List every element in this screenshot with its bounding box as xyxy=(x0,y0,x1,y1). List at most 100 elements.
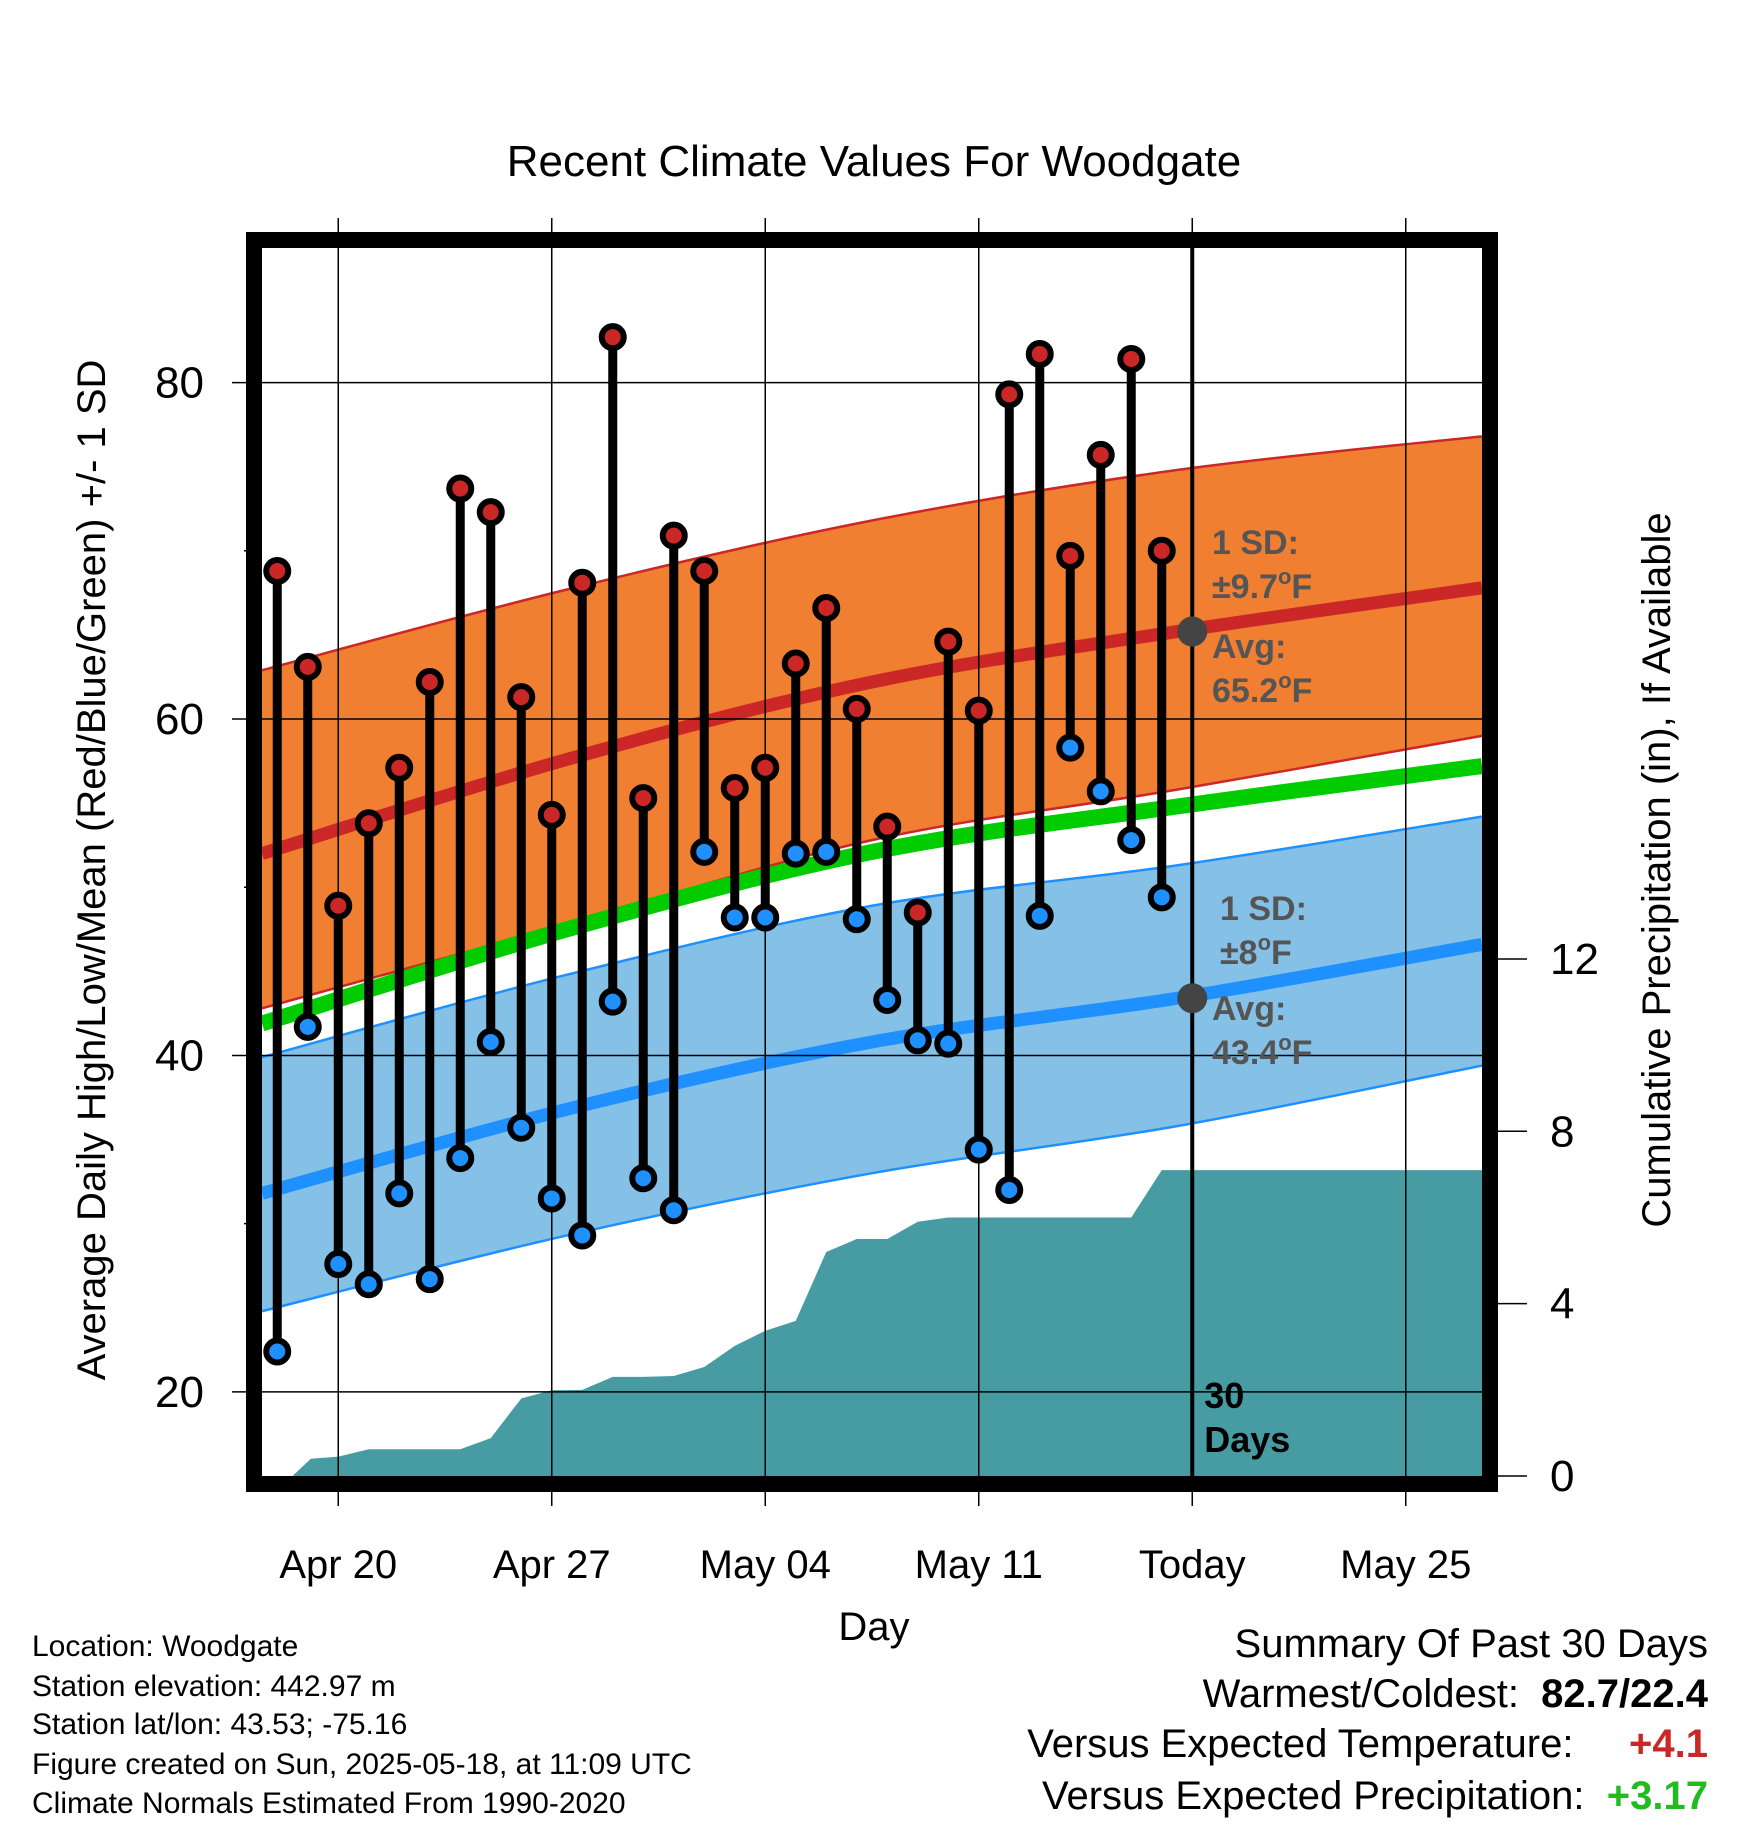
daily-high-point xyxy=(598,323,627,352)
x-tick-label: Apr 27 xyxy=(493,1543,611,1587)
created-text: Figure created on Sun, 2025-05-18, at 11… xyxy=(32,1748,692,1781)
daily-high-point xyxy=(507,683,536,712)
y-tick-label-left: 80 xyxy=(155,359,204,408)
low-sd-label: 1 SD: xyxy=(1220,890,1307,928)
daily-high-point xyxy=(629,784,658,813)
daily-high-point xyxy=(842,694,871,723)
daily-high-point xyxy=(263,556,292,585)
y-tick-label-right: 8 xyxy=(1550,1107,1574,1156)
summary-heading: Summary Of Past 30 Days xyxy=(1234,1622,1708,1666)
daily-low-point xyxy=(995,1176,1024,1205)
daily-high-point xyxy=(476,498,505,527)
temp-value: +4.1 xyxy=(1629,1722,1708,1766)
daily-high-point xyxy=(964,696,993,725)
daily-high-point xyxy=(720,773,749,802)
today-days-count: 30 xyxy=(1204,1375,1244,1416)
normal-low-sd-band xyxy=(262,816,1482,1312)
x-tick-label: May 11 xyxy=(915,1543,1043,1587)
daily-low-point xyxy=(873,985,902,1014)
daily-low-point xyxy=(568,1221,597,1250)
normal-high-sd-band xyxy=(262,436,1482,1009)
x-tick-label: May 25 xyxy=(1340,1543,1471,1587)
today-normal-high-marker xyxy=(1177,616,1208,647)
daily-low-point xyxy=(1086,777,1115,806)
daily-high-point xyxy=(415,668,444,697)
daily-low-point xyxy=(964,1135,993,1164)
daily-low-point xyxy=(598,987,627,1016)
low-avg-value: 43.4oF xyxy=(1212,1030,1312,1072)
daily-high-point xyxy=(1056,541,1085,570)
daily-low-point xyxy=(263,1337,292,1366)
summary-warm-cold: Warmest/Coldest: 82.7/22.4 xyxy=(1203,1672,1708,1717)
daily-high-point xyxy=(659,521,688,550)
daily-high-point xyxy=(537,800,566,829)
daily-low-point xyxy=(385,1179,414,1208)
location-text: Location: Woodgate xyxy=(32,1630,299,1663)
y-axis-label-left: Average Daily High/Low/Mean (Red/Blue/Gr… xyxy=(70,360,114,1381)
y-tick-label-right: 4 xyxy=(1550,1280,1574,1329)
normal-low-lower-edge xyxy=(262,1064,1482,1313)
daily-high-point xyxy=(934,627,963,656)
plot-clipped-layer xyxy=(262,435,1482,1476)
daily-low-point xyxy=(324,1250,353,1279)
high-avg-value: 65.2oF xyxy=(1212,668,1312,710)
daily-low-point xyxy=(507,1113,536,1142)
daily-high-point xyxy=(903,898,932,927)
daily-high-point xyxy=(324,891,353,920)
daily-low-point xyxy=(1025,901,1054,930)
precip-label: Versus Expected Precipitation: xyxy=(1042,1774,1585,1818)
daily-high-point xyxy=(354,809,383,838)
daily-high-point xyxy=(781,649,810,678)
daily-high-point xyxy=(812,593,841,622)
daily-low-point xyxy=(903,1026,932,1055)
today-days-label: Days xyxy=(1204,1419,1290,1460)
y-tick-label-left: 20 xyxy=(155,1368,204,1417)
daily-high-point xyxy=(1086,440,1115,469)
y-tick-label-right: 12 xyxy=(1550,935,1599,984)
daily-low-point xyxy=(476,1027,505,1056)
daily-high-point xyxy=(446,474,475,503)
daily-high-point xyxy=(690,556,719,585)
daily-high-point xyxy=(995,380,1024,409)
y-tick-label-right: 0 xyxy=(1550,1452,1574,1501)
plot-frame xyxy=(246,232,1498,1492)
x-tick-label: Apr 20 xyxy=(279,1543,397,1587)
x-tick-label: Today xyxy=(1139,1543,1246,1587)
daily-low-point xyxy=(293,1012,322,1041)
y-axis-label-right: Cumulative Precipitation (in), If Availa… xyxy=(1635,512,1679,1227)
high-sd-label: 1 SD: xyxy=(1212,524,1299,562)
daily-low-point xyxy=(812,837,841,866)
daily-low-point xyxy=(659,1196,688,1225)
daily-low-point xyxy=(720,903,749,932)
low-avg-label: Avg: xyxy=(1212,990,1286,1028)
daily-low-point xyxy=(629,1164,658,1193)
low-sd-value: ±8oF xyxy=(1220,930,1292,972)
daily-high-point xyxy=(1147,536,1176,565)
daily-low-point xyxy=(751,903,780,932)
daily-low-point xyxy=(781,839,810,868)
daily-low-point xyxy=(537,1184,566,1213)
daily-high-point xyxy=(1025,339,1054,368)
today-normal-low-marker xyxy=(1177,983,1208,1014)
high-avg-label: Avg: xyxy=(1212,628,1286,666)
daily-low-point xyxy=(415,1265,444,1294)
y-tick-label-left: 40 xyxy=(155,1031,204,1080)
warm-cold-label: Warmest/Coldest: xyxy=(1202,1672,1519,1716)
daily-low-point xyxy=(1117,826,1146,855)
daily-low-point xyxy=(690,837,719,866)
daily-low-point xyxy=(446,1144,475,1173)
x-axis-label: Day xyxy=(838,1605,909,1649)
daily-high-point xyxy=(293,652,322,681)
chart-title: Recent Climate Values For Woodgate xyxy=(507,137,1242,186)
summary-temp: Versus Expected Temperature: +4.1 xyxy=(1027,1722,1708,1767)
normals-text: Climate Normals Estimated From 1990-2020 xyxy=(32,1787,626,1820)
y-tick-label-left: 60 xyxy=(155,695,204,744)
daily-high-point xyxy=(568,568,597,597)
daily-low-point xyxy=(354,1270,383,1299)
daily-low-point xyxy=(934,1029,963,1058)
precip-value: +3.17 xyxy=(1606,1774,1708,1818)
daily-high-point xyxy=(1117,345,1146,374)
cumulative-precip-area xyxy=(292,1170,1482,1476)
